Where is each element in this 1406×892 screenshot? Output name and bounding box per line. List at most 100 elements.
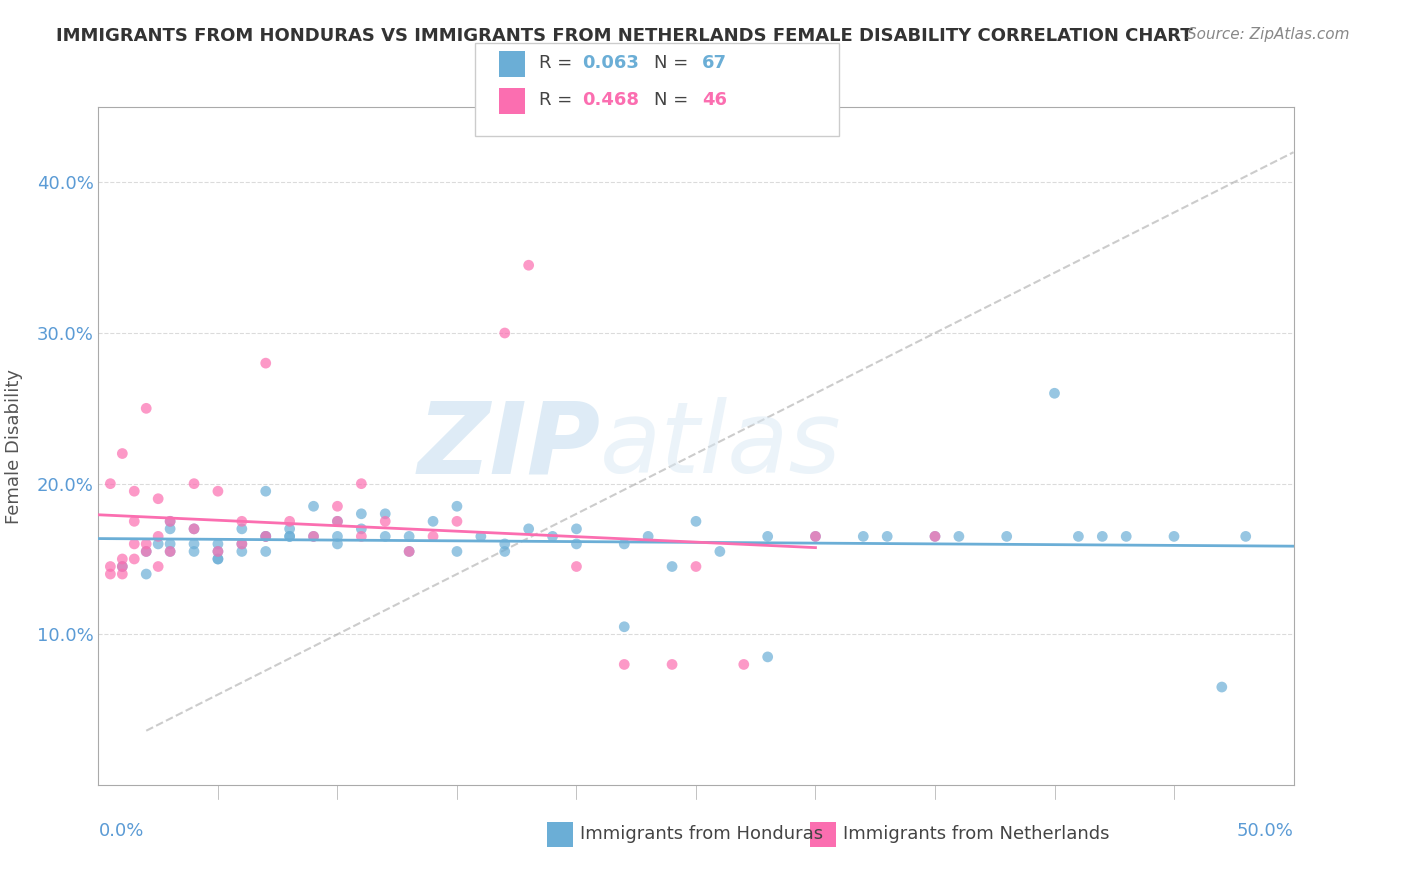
Point xyxy=(350,522,373,536)
Point xyxy=(565,559,588,574)
Point xyxy=(278,514,301,528)
Point xyxy=(159,544,181,558)
Point xyxy=(1234,529,1257,543)
Point xyxy=(494,326,516,340)
Text: IMMIGRANTS FROM HONDURAS VS IMMIGRANTS FROM NETHERLANDS FEMALE DISABILITY CORREL: IMMIGRANTS FROM HONDURAS VS IMMIGRANTS F… xyxy=(56,27,1192,45)
Text: Source: ZipAtlas.com: Source: ZipAtlas.com xyxy=(1187,27,1350,42)
FancyBboxPatch shape xyxy=(499,88,524,114)
Point xyxy=(231,544,253,558)
FancyBboxPatch shape xyxy=(499,51,524,77)
Point xyxy=(517,522,540,536)
Point xyxy=(183,544,205,558)
Point xyxy=(183,522,205,536)
Point xyxy=(183,537,205,551)
Point xyxy=(207,544,229,558)
Point xyxy=(350,476,373,491)
Point xyxy=(446,544,468,558)
Point xyxy=(326,500,349,514)
Point xyxy=(278,522,301,536)
Point xyxy=(470,529,492,543)
Point xyxy=(111,567,134,582)
Point xyxy=(98,559,122,574)
Point xyxy=(207,552,229,566)
Point xyxy=(422,514,444,528)
Point xyxy=(1067,529,1090,543)
Point xyxy=(685,559,707,574)
Text: ZIP: ZIP xyxy=(418,398,600,494)
Point xyxy=(924,529,946,543)
Point xyxy=(1115,529,1137,543)
Point xyxy=(948,529,970,543)
Text: N =: N = xyxy=(654,54,695,72)
Text: 0.063: 0.063 xyxy=(582,54,640,72)
Point xyxy=(254,529,277,543)
Point xyxy=(613,537,636,551)
Point xyxy=(254,356,277,370)
Point xyxy=(254,529,277,543)
Point xyxy=(302,529,325,543)
Point xyxy=(124,537,146,551)
Text: 46: 46 xyxy=(702,91,727,109)
Point xyxy=(207,552,229,566)
Point xyxy=(661,559,683,574)
Point xyxy=(231,514,253,528)
Text: 0.0%: 0.0% xyxy=(98,822,143,840)
Point xyxy=(183,476,205,491)
Point xyxy=(148,491,170,506)
Point xyxy=(613,620,636,634)
Point xyxy=(124,484,146,499)
Point xyxy=(159,514,181,528)
Point xyxy=(350,507,373,521)
FancyBboxPatch shape xyxy=(810,822,835,847)
Point xyxy=(374,507,396,521)
Point xyxy=(159,522,181,536)
Text: N =: N = xyxy=(654,91,695,109)
Point xyxy=(148,537,170,551)
Point xyxy=(254,484,277,499)
Point xyxy=(1043,386,1066,401)
Point xyxy=(398,544,420,558)
Point xyxy=(924,529,946,543)
Point xyxy=(111,559,134,574)
FancyBboxPatch shape xyxy=(547,822,572,847)
Point xyxy=(637,529,659,543)
Point xyxy=(231,537,253,551)
Text: 0.468: 0.468 xyxy=(582,91,640,109)
Point xyxy=(231,522,253,536)
Point xyxy=(111,552,134,566)
Point xyxy=(135,401,157,416)
Point xyxy=(254,529,277,543)
Y-axis label: Female Disability: Female Disability xyxy=(4,368,22,524)
Point xyxy=(374,514,396,528)
Point xyxy=(350,529,373,543)
Point xyxy=(733,657,755,672)
Point xyxy=(98,567,122,582)
Point xyxy=(1211,680,1233,694)
Point xyxy=(135,537,157,551)
Point xyxy=(494,537,516,551)
Point xyxy=(446,514,468,528)
Point xyxy=(111,446,134,460)
Point xyxy=(374,529,396,543)
Point xyxy=(302,529,325,543)
Point xyxy=(183,522,205,536)
Point xyxy=(111,559,134,574)
Point xyxy=(124,552,146,566)
Point xyxy=(135,544,157,558)
Point xyxy=(565,522,588,536)
Point xyxy=(148,559,170,574)
Point xyxy=(517,258,540,272)
Text: R =: R = xyxy=(540,91,578,109)
Point xyxy=(159,537,181,551)
Point xyxy=(326,537,349,551)
Point xyxy=(422,529,444,543)
Text: R =: R = xyxy=(540,54,578,72)
Text: atlas: atlas xyxy=(600,398,842,494)
Point xyxy=(995,529,1018,543)
Point xyxy=(207,537,229,551)
Point xyxy=(1091,529,1114,543)
Point xyxy=(876,529,898,543)
Point xyxy=(804,529,827,543)
Point xyxy=(398,529,420,543)
Point xyxy=(446,500,468,514)
